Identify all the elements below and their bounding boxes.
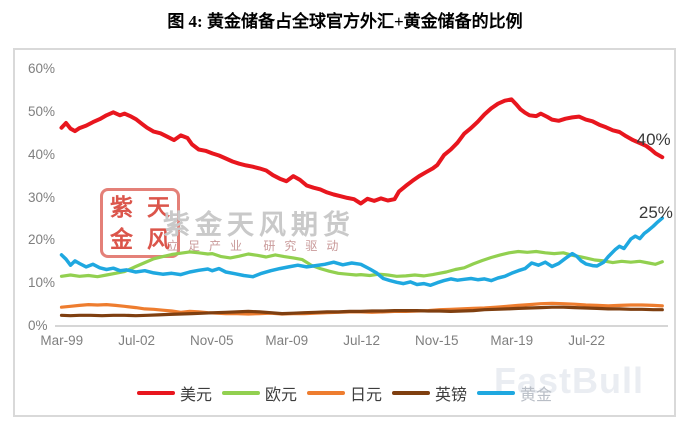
legend-item-gold[interactable]: 黄金	[477, 381, 552, 405]
seal-char: 紫	[110, 194, 133, 220]
x-tick-label: Mar-09	[265, 333, 309, 348]
seal-char: 金	[110, 226, 133, 252]
series-end-annotation: 40%	[636, 130, 671, 150]
y-tick-label: 40%	[28, 146, 56, 162]
y-tick-label: 60%	[28, 61, 56, 77]
x-tick-label: Jul-22	[568, 333, 606, 348]
x-tick-label: Nov-05	[190, 333, 234, 348]
legend: 美元 欧元 日元 英镑 黄金	[13, 381, 676, 405]
legend-swatch-eur	[221, 391, 260, 395]
y-tick-label: 10%	[28, 275, 56, 291]
x-tick-label: Mar-19	[490, 333, 534, 348]
legend-item-gbp[interactable]: 英镑	[392, 381, 467, 405]
fastbull-watermark: FastBull	[494, 360, 645, 401]
legend-swatch-usd	[136, 391, 175, 395]
figure-title: 图 4: 黄金储备占全球官方外汇+黄金储备的比例	[167, 12, 523, 31]
legend-item-usd[interactable]: 美元	[136, 381, 212, 405]
legend-label-jpy: 日元	[349, 387, 382, 404]
legend-swatch-jpy	[306, 391, 345, 395]
x-tick-label: Nov-15	[415, 333, 459, 348]
legend-swatch-gold	[477, 391, 516, 395]
series-end-annotation: 25%	[638, 202, 673, 222]
legend-item-jpy[interactable]: 日元	[306, 381, 382, 405]
legend-label-gbp: 英镑	[435, 387, 468, 404]
legend-item-eur[interactable]: 欧元	[221, 381, 297, 405]
y-tick-label: 0%	[28, 318, 48, 333]
legend-label-eur: 欧元	[264, 387, 297, 404]
legend-swatch-gbp	[392, 391, 430, 395]
x-tick-label: Jul-12	[343, 333, 381, 348]
legend-label-gold: 黄金	[520, 387, 553, 404]
y-tick-label: 30%	[28, 189, 56, 205]
x-tick-label: Mar-99	[40, 333, 84, 348]
x-tick-label: Jul-02	[118, 333, 156, 348]
legend-label-usd: 美元	[179, 387, 212, 404]
brand-slogan-watermark: 立足产业 研究驱动	[167, 239, 348, 253]
y-tick-label: 50%	[28, 103, 56, 119]
y-tick-label: 20%	[28, 232, 56, 248]
